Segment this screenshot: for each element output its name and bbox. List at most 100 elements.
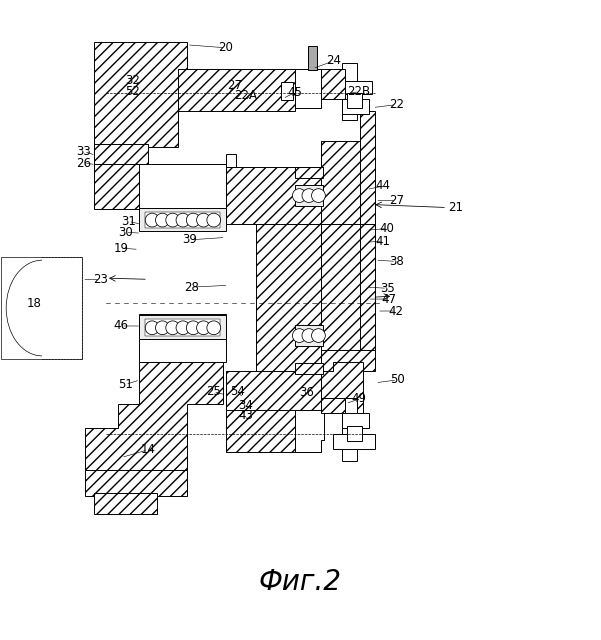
Polygon shape xyxy=(343,99,369,114)
Bar xyxy=(294,167,323,178)
Text: 49: 49 xyxy=(352,392,367,406)
Text: 34: 34 xyxy=(238,399,253,412)
Circle shape xyxy=(207,321,221,335)
Polygon shape xyxy=(85,470,187,497)
Polygon shape xyxy=(343,398,358,461)
Polygon shape xyxy=(343,63,358,120)
Polygon shape xyxy=(294,410,325,452)
Circle shape xyxy=(176,213,190,227)
Text: 30: 30 xyxy=(118,225,133,239)
Text: 46: 46 xyxy=(114,319,129,333)
Bar xyxy=(347,426,362,441)
Text: 14: 14 xyxy=(141,444,156,456)
Polygon shape xyxy=(322,224,364,350)
Text: 40: 40 xyxy=(380,222,395,235)
Polygon shape xyxy=(322,398,346,413)
Polygon shape xyxy=(322,141,364,224)
Polygon shape xyxy=(139,164,226,209)
Bar xyxy=(145,212,220,228)
Text: 43: 43 xyxy=(238,409,253,422)
Bar xyxy=(347,93,362,108)
Text: 47: 47 xyxy=(382,292,397,305)
Circle shape xyxy=(311,329,325,342)
Circle shape xyxy=(156,213,169,227)
Bar xyxy=(139,316,226,339)
Circle shape xyxy=(302,329,316,342)
Text: 50: 50 xyxy=(390,373,405,387)
Text: 51: 51 xyxy=(118,378,133,391)
Circle shape xyxy=(311,189,325,202)
Text: 22: 22 xyxy=(389,98,404,111)
Polygon shape xyxy=(226,410,322,452)
Polygon shape xyxy=(361,224,375,350)
Text: 20: 20 xyxy=(218,42,233,54)
Polygon shape xyxy=(226,371,322,413)
Bar xyxy=(139,207,226,232)
Bar xyxy=(145,319,220,336)
Polygon shape xyxy=(361,111,375,224)
Circle shape xyxy=(197,213,210,227)
Circle shape xyxy=(156,321,169,335)
Text: 38: 38 xyxy=(389,255,404,268)
Text: 52: 52 xyxy=(126,85,141,98)
Circle shape xyxy=(207,213,221,227)
Circle shape xyxy=(197,321,210,335)
Circle shape xyxy=(145,321,159,335)
Text: 18: 18 xyxy=(26,297,41,310)
Text: 28: 28 xyxy=(184,280,199,294)
Polygon shape xyxy=(322,350,375,371)
Circle shape xyxy=(293,189,306,202)
Polygon shape xyxy=(334,81,372,94)
Text: 26: 26 xyxy=(76,157,91,170)
Text: 35: 35 xyxy=(380,282,395,295)
Polygon shape xyxy=(255,224,322,398)
Circle shape xyxy=(176,321,190,335)
Text: 36: 36 xyxy=(299,387,314,399)
Circle shape xyxy=(166,213,180,227)
Polygon shape xyxy=(94,493,157,515)
Polygon shape xyxy=(322,350,364,413)
Text: 19: 19 xyxy=(114,242,129,255)
Polygon shape xyxy=(94,42,187,164)
Polygon shape xyxy=(139,314,226,362)
Circle shape xyxy=(302,189,316,202)
Text: 23: 23 xyxy=(93,273,108,286)
Text: 32: 32 xyxy=(126,74,141,87)
Text: 44: 44 xyxy=(376,179,391,193)
Text: 41: 41 xyxy=(376,234,391,248)
Polygon shape xyxy=(322,68,346,99)
Bar xyxy=(294,185,323,206)
Text: 39: 39 xyxy=(182,234,197,246)
Text: 22A: 22A xyxy=(234,89,257,102)
Polygon shape xyxy=(178,68,294,111)
Text: 22B: 22B xyxy=(347,85,371,98)
Bar xyxy=(281,82,293,100)
Circle shape xyxy=(145,213,159,227)
Polygon shape xyxy=(294,68,328,108)
Bar xyxy=(1,257,82,359)
Circle shape xyxy=(293,329,306,342)
Text: 33: 33 xyxy=(76,145,91,158)
Polygon shape xyxy=(85,362,223,470)
Text: 24: 24 xyxy=(326,54,341,67)
Text: 27: 27 xyxy=(227,79,242,92)
Polygon shape xyxy=(226,168,322,224)
Polygon shape xyxy=(334,434,375,449)
Text: Фиг.2: Фиг.2 xyxy=(259,568,342,596)
Circle shape xyxy=(186,213,200,227)
Text: 25: 25 xyxy=(206,385,221,398)
Bar xyxy=(294,324,323,346)
Text: 42: 42 xyxy=(389,305,404,317)
Circle shape xyxy=(166,321,180,335)
Bar xyxy=(294,363,323,374)
Polygon shape xyxy=(94,143,148,164)
Text: 21: 21 xyxy=(448,201,463,214)
Bar xyxy=(226,154,236,168)
Polygon shape xyxy=(94,164,145,209)
Text: 54: 54 xyxy=(230,385,245,398)
Text: 31: 31 xyxy=(121,215,136,228)
Text: 27: 27 xyxy=(389,194,404,207)
Text: 45: 45 xyxy=(287,86,302,99)
Polygon shape xyxy=(343,413,369,428)
Circle shape xyxy=(186,321,200,335)
